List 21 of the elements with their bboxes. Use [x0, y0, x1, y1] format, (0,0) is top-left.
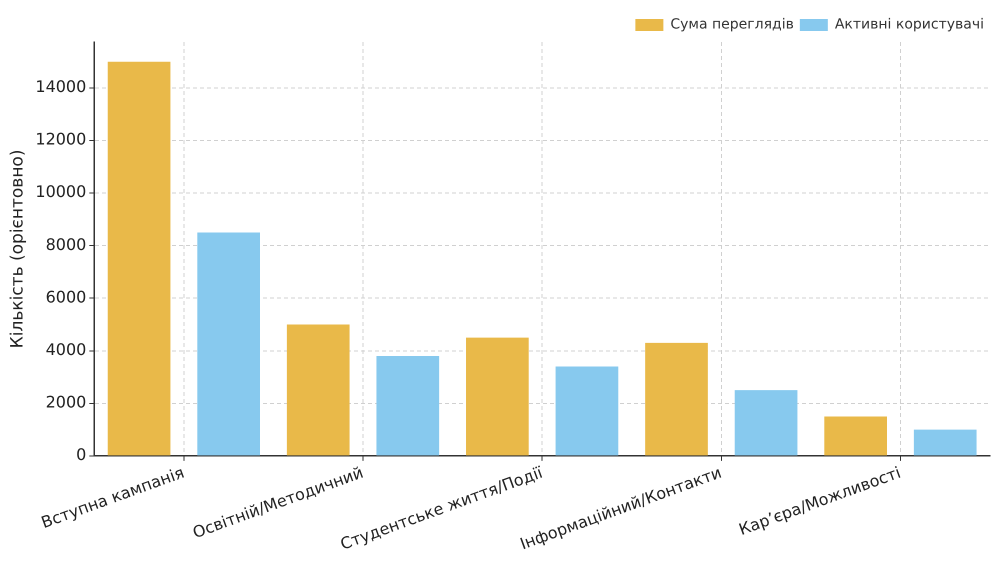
bar	[914, 430, 977, 456]
bar	[734, 390, 798, 456]
legend-label: Сума переглядів	[670, 16, 794, 33]
bar	[197, 232, 260, 456]
bar	[645, 342, 708, 456]
bar	[286, 324, 350, 456]
y-tick-label: 8000	[46, 234, 86, 254]
legend-label: Активні користувачі	[834, 16, 984, 33]
bar	[556, 366, 618, 456]
y-tick-label: 6000	[46, 287, 86, 306]
bar	[376, 356, 440, 456]
y-tick-label: 10000	[35, 182, 86, 202]
bar	[824, 416, 887, 456]
y-tick-label: 2000	[46, 392, 86, 412]
bar	[108, 62, 170, 456]
y-tick-label: 0	[76, 445, 86, 464]
y-axis-title: Кількість (орієнтовно)	[8, 150, 28, 348]
y-tick-label: 4000	[46, 340, 86, 359]
y-tick-label: 14000	[35, 77, 86, 96]
bar	[466, 338, 529, 456]
y-tick-label: 12000	[35, 130, 86, 149]
